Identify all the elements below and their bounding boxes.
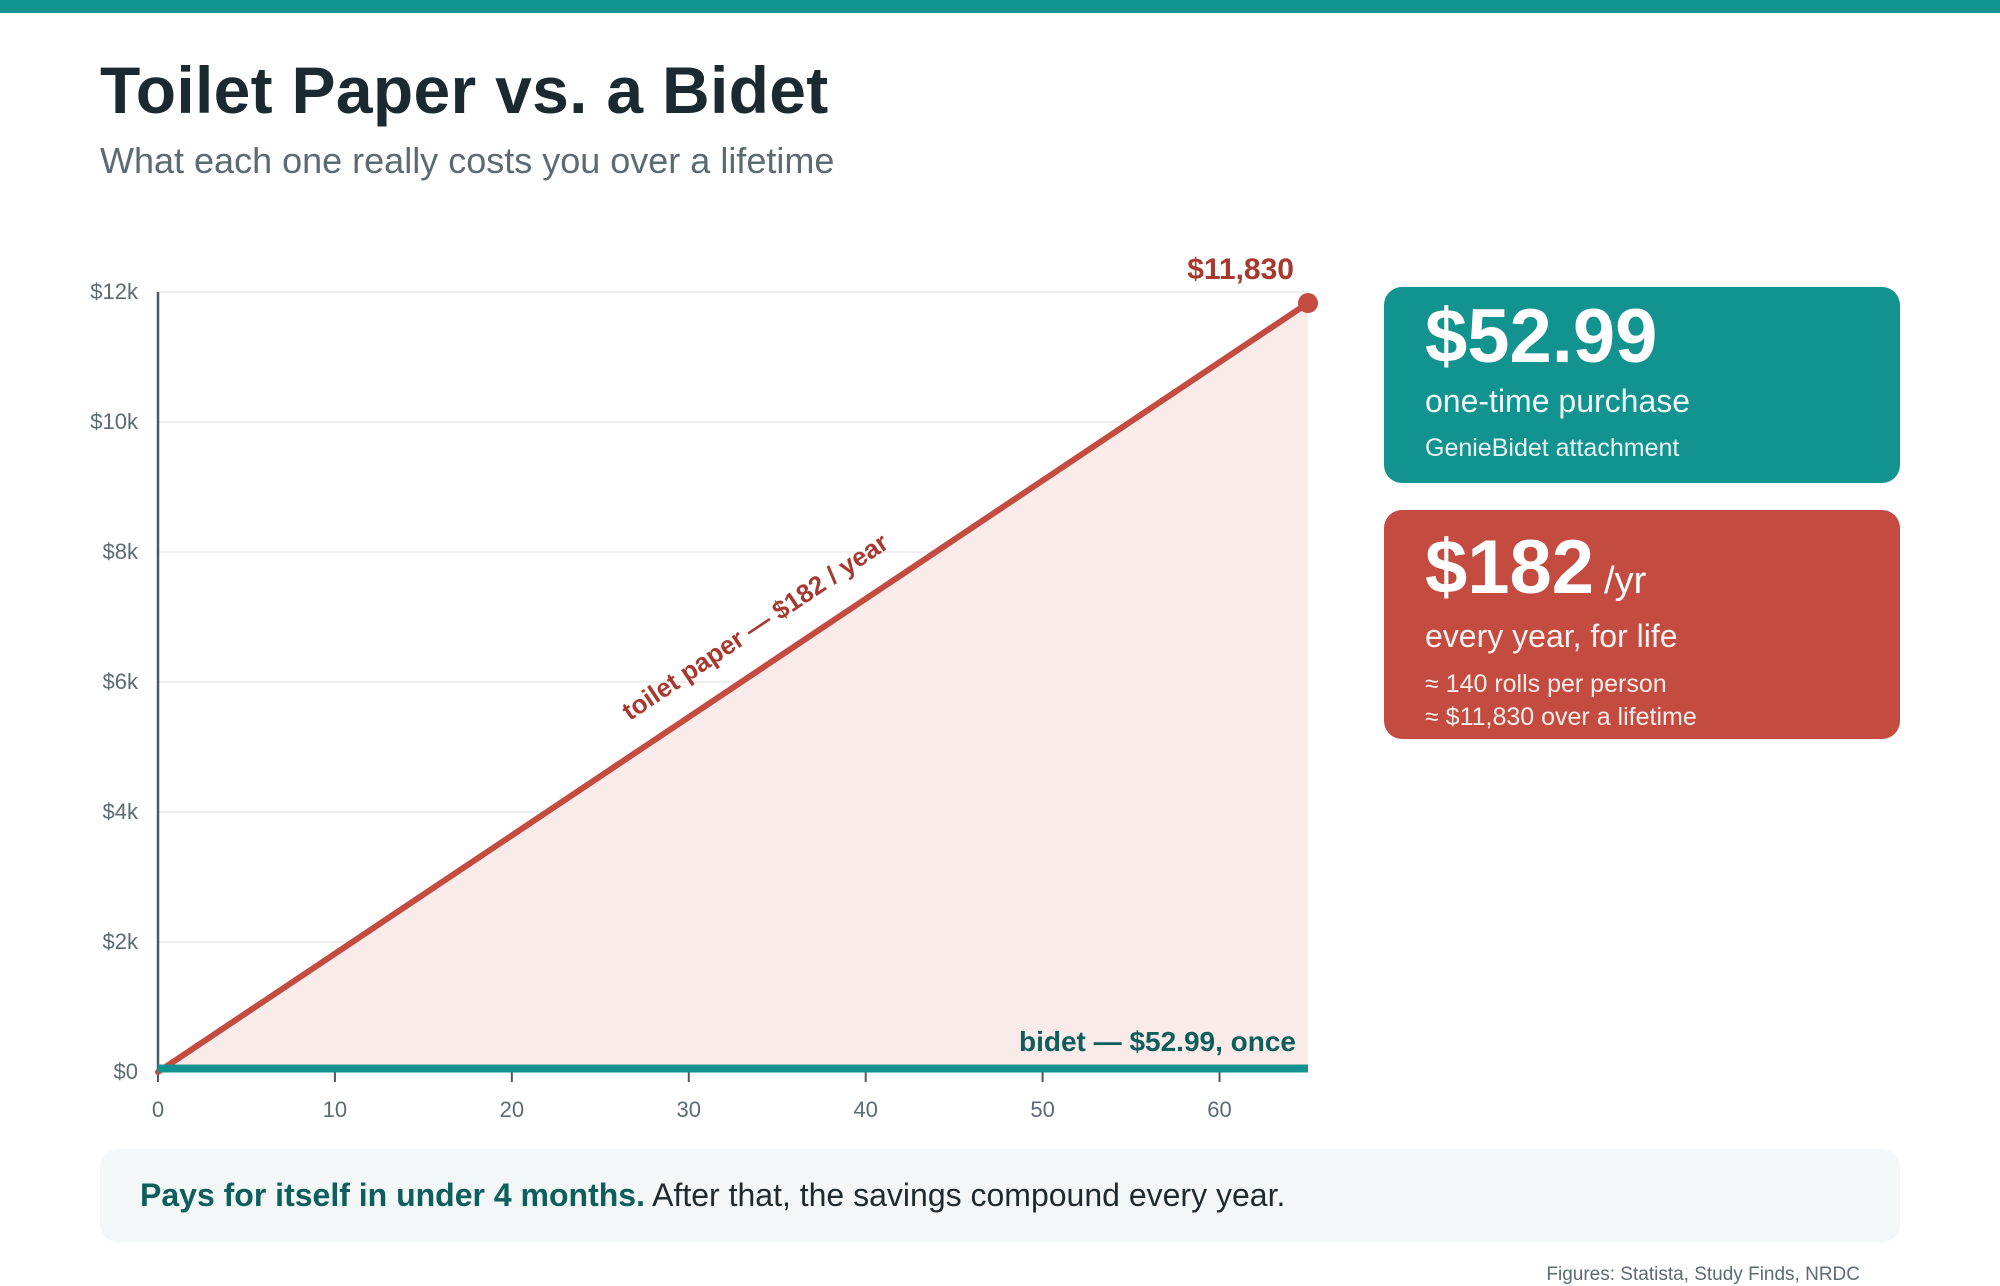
toilet-paper-endpoint <box>1298 293 1318 314</box>
y-tick-label: $8k <box>103 539 139 564</box>
x-tick-label: 30 <box>677 1097 701 1122</box>
payback-callout: Pays for itself in under 4 months. After… <box>100 1149 1900 1242</box>
cost-line-chart: $0 $2k $4k $6k $8k $10k $12k 0 10 20 30 40 50 60 $11,8… <box>90 253 1318 1122</box>
top-accent-bar <box>0 0 2000 13</box>
page-subtitle: What each one really costs you over a li… <box>100 140 835 181</box>
toilet-paper-lifetime-note: ≈ $11,830 over a lifetime <box>1425 703 1697 731</box>
x-tick-label: 20 <box>500 1097 524 1122</box>
toilet-paper-cost-amount: $182 <box>1425 525 1595 610</box>
page-title: Toilet Paper vs. a Bidet <box>100 53 829 127</box>
payback-callout-text: After that, the savings compound every y… <box>644 1177 1286 1213</box>
toilet-paper-cost-card: $182/yr every year, for life ≈ 140 rolls… <box>1384 510 1900 739</box>
x-tick-label: 60 <box>1207 1097 1231 1122</box>
toilet-paper-cost-line <box>155 300 1311 1075</box>
bidet-product-name: GenieBidet attachment <box>1425 434 1680 462</box>
y-tick-label: $12k <box>90 279 139 304</box>
y-tick-label: $10k <box>90 409 139 434</box>
x-tick-label: 50 <box>1030 1097 1054 1122</box>
y-tick-label: $4k <box>103 799 139 824</box>
x-tick-label: 0 <box>152 1097 164 1122</box>
x-tick-label: 40 <box>853 1097 877 1122</box>
y-tick-label: $6k <box>103 669 139 694</box>
y-tick-label: $2k <box>103 929 139 954</box>
bidet-cost-description: one-time purchase <box>1425 383 1691 419</box>
bidet-cost-card: $52.99 one-time purchase GenieBidet atta… <box>1384 287 1900 483</box>
toilet-paper-cost-amount-line: $182/yr <box>1425 530 1646 606</box>
toilet-paper-end-label: $11,830 <box>1187 253 1294 286</box>
toilet-paper-cost-description: every year, for life <box>1425 618 1678 654</box>
toilet-paper-rolls-note: ≈ 140 rolls per person <box>1425 670 1667 698</box>
y-tick-label: $0 <box>114 1059 138 1084</box>
source-note: Figures: Statista, Study Finds, NRDC <box>1546 1264 1860 1285</box>
x-tick-label: 10 <box>323 1097 347 1122</box>
toilet-paper-cost-unit: /yr <box>1604 560 1647 602</box>
bidet-series-label: bidet — $52.99, once <box>1019 1026 1296 1057</box>
bidet-cost-amount: $52.99 <box>1425 294 1658 379</box>
payback-callout-headline: Pays for itself in under 4 months. <box>140 1177 645 1213</box>
